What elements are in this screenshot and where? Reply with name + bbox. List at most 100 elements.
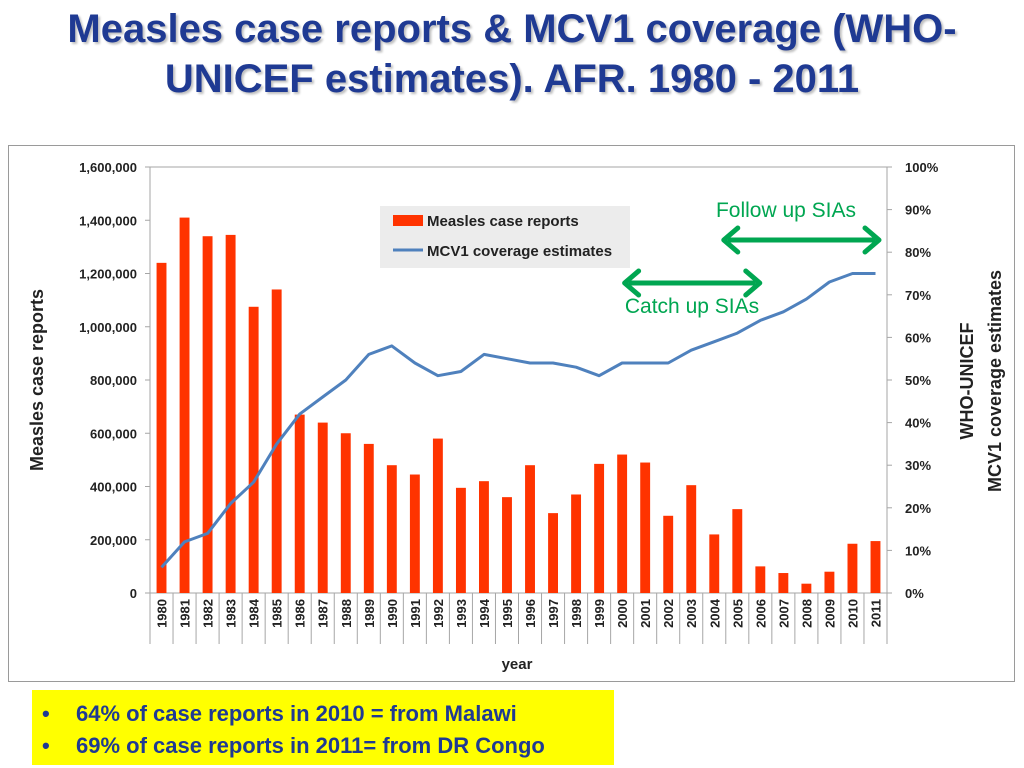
sia-annotations: Follow up SIAs Catch up SIAs [622,199,882,318]
x-tick-label: 2009 [822,599,837,628]
bar-1983 [225,234,236,594]
follow-up-arrow-head-right [862,225,882,255]
bar-2004 [709,534,720,593]
y2-tick-label: 30% [905,458,931,473]
x-tick-label: 1991 [408,599,423,628]
catch-up-label: Catch up SIAs [625,295,759,318]
y2-tick-label: 80% [905,245,931,260]
x-tick-label: 2000 [615,599,630,628]
note-item: • 64% of case reports in 2010 = from Mala… [42,701,517,726]
x-axis-title: year [502,656,533,673]
tick-labels: 0 200,000 400,000 600,000 800,000 1,000,000 1,… [79,160,939,628]
follow-up-arrow-head-left [721,225,741,255]
note-text: 69% of case reports in 2011= from DR Con… [76,733,545,758]
bar-2009 [824,571,835,593]
legend-swatch-cases [393,215,423,226]
bar-1998 [571,494,582,593]
y-tick-label: 1,400,000 [79,213,137,228]
y2-tick-label: 90% [905,203,931,218]
x-tick-label: 1989 [362,599,377,628]
bar-1989 [363,443,374,593]
x-tick-label: 1997 [546,599,561,628]
y-tick-label: 1,600,000 [79,160,137,175]
bar-2005 [732,509,743,593]
bar-2003 [686,485,697,593]
y2-tick-label: 10% [905,543,931,558]
follow-up-label: Follow up SIAs [716,199,856,222]
chart-axes [145,166,892,644]
bar-1996 [525,465,535,593]
bar-1991 [409,474,420,593]
x-tick-label: 1987 [316,599,331,628]
bar-2010 [847,543,858,593]
x-tick-label: 1996 [523,599,538,628]
legend-label-cases: Measles case reports [427,213,579,230]
bar-2008 [801,583,812,593]
legend-label-coverage: MCV1 coverage estimates [427,243,612,260]
y2-tick-label: 20% [905,501,931,516]
x-tick-label: 2003 [684,599,699,628]
y-tick-label: 1,200,000 [79,267,137,282]
y2-tick-label: 100% [905,160,939,175]
x-tick-label: 2010 [845,599,860,628]
x-tick-label: 1986 [293,599,308,628]
title-line-1: Measles case reports & MCV1 coverage (WH… [67,7,957,51]
bar-1997 [548,513,558,593]
y-tick-label: 1,000,000 [79,320,137,335]
bar-2006 [755,566,766,593]
bar-series [156,217,881,594]
x-tick-label: 1998 [569,599,584,628]
bar-2007 [778,573,789,593]
x-tick-label: 1980 [155,599,170,628]
x-tick-label: 1995 [500,599,515,628]
x-tick-label: 2008 [799,599,814,628]
y2-tick-label: 60% [905,330,931,345]
bar-1981 [179,217,190,593]
title-line-2: UNICEF estimates). AFR. 1980 - 2011 [164,57,860,101]
y2-axis-title-line-2: MCV1 coverage estimates [985,270,1005,492]
coverage-line [160,272,876,569]
bar-2000 [617,454,628,593]
x-tick-label: 1994 [477,598,492,628]
y-tick-label: 0 [130,586,137,601]
x-tick-label: 1983 [224,599,239,628]
x-tick-label: 2004 [707,598,722,628]
y-tick-label: 200,000 [90,533,137,548]
y2-axis-title-line-1: WHO-UNICEF [957,323,977,440]
bar-2001 [640,462,651,593]
bar-1999 [594,463,605,593]
y2-tick-label: 40% [905,416,931,431]
x-tick-label: 1985 [270,599,285,628]
notes-box: • 64% of case reports in 2010 = from Mala… [32,690,614,765]
x-tick-label: 1982 [201,599,216,628]
x-tick-label: 2007 [776,599,791,628]
bar-1990 [386,465,397,593]
catch-up-arrow-head-left [622,268,642,298]
bar-1984 [248,306,259,593]
y2-tick-label: 50% [905,373,931,388]
bar-1987 [317,422,328,593]
chart-frame: 0 200,000 400,000 600,000 800,000 1,000,000 1,… [8,145,1015,682]
bar-1995 [502,497,512,593]
bar-1992 [432,438,443,593]
bar-1986 [294,414,305,593]
y-tick-label: 600,000 [90,426,137,441]
bar-2011 [870,541,881,593]
x-tick-label: 2002 [661,599,676,628]
x-tick-label: 2011 [868,599,883,627]
follow-up-arrow [721,225,882,255]
catch-up-arrow [622,268,763,298]
catch-up-arrow-head-right [743,268,763,298]
note-item: • 69% of case reports in 2011= from DR Co… [42,733,545,758]
bar-1993 [455,487,466,593]
y-axis-title: Measles case reports [27,289,47,471]
x-tick-label: 1984 [247,598,262,628]
bar-1982 [202,236,213,593]
x-tick-label: 1993 [454,599,469,628]
note-text: 64% of case reports in 2010 = from Malaw… [76,701,517,726]
x-tick-label: 1988 [339,599,354,628]
x-tick-label: 1990 [385,599,400,628]
combo-chart: 0 200,000 400,000 600,000 800,000 1,000,000 1,… [27,160,1005,673]
line-series [160,272,876,569]
x-tick-label: 1992 [431,599,446,628]
